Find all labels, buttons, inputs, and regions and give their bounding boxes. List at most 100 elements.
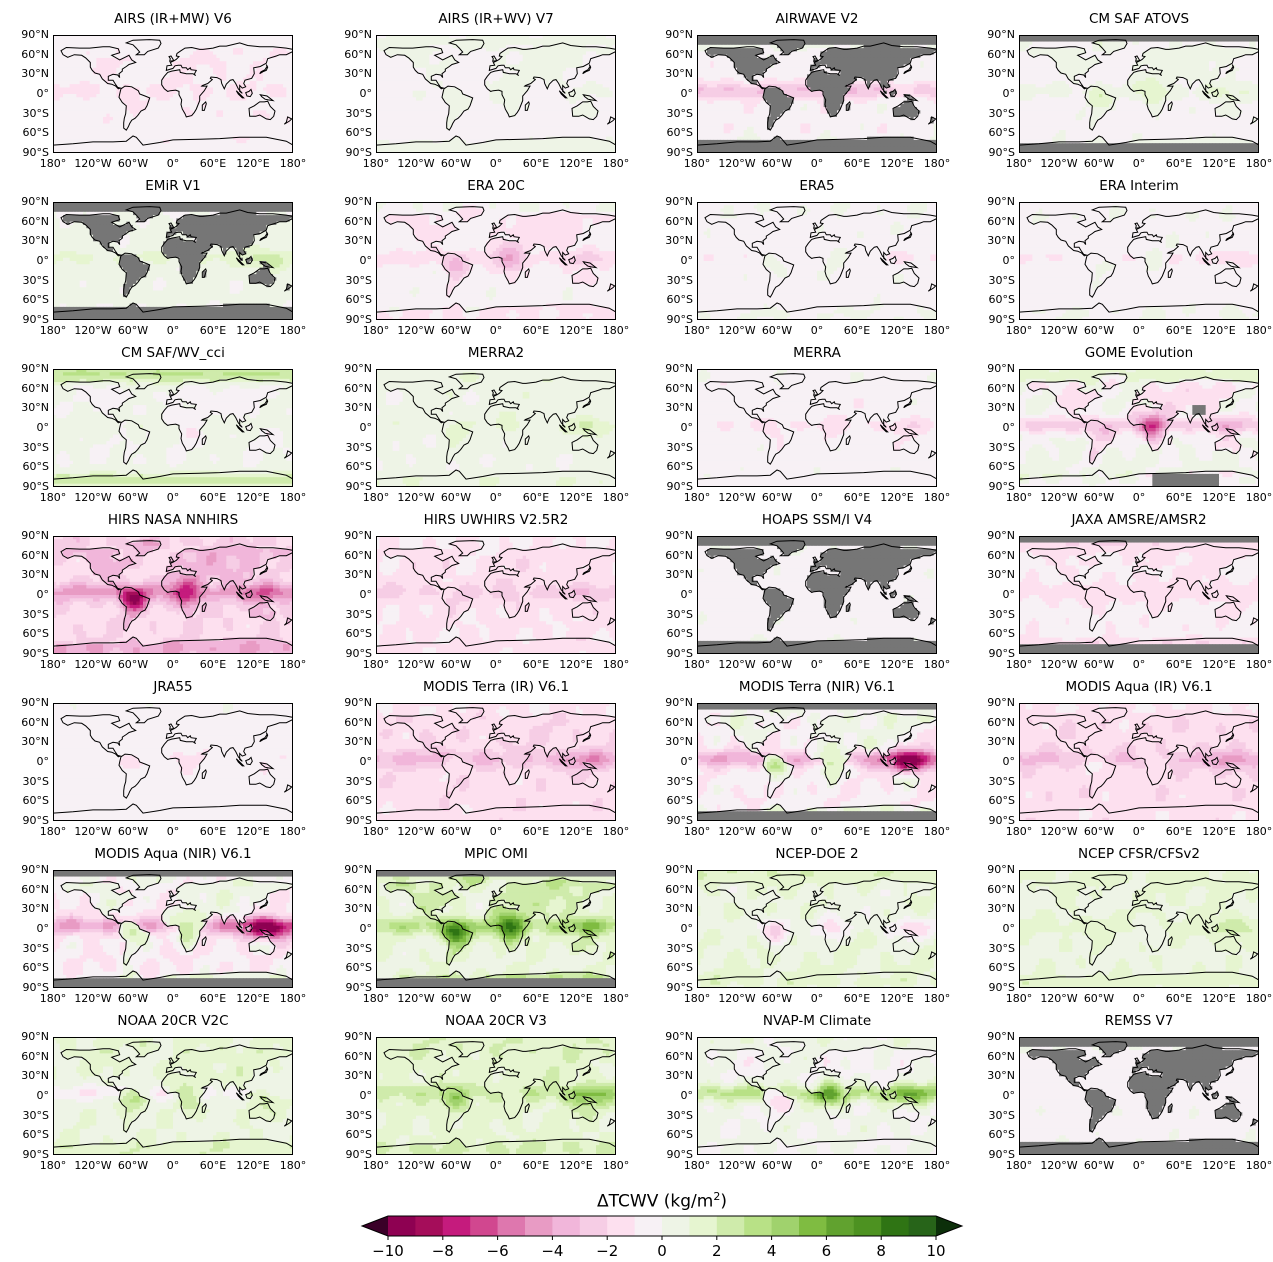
data-cell [60,130,64,134]
data-cell [416,68,420,72]
data-cell [196,68,200,72]
data-cell [223,78,227,82]
data-cell [246,48,250,52]
data-cell [116,68,120,72]
data-cell [223,45,227,49]
data-cell [443,117,447,121]
data-cell [596,68,600,72]
data-cell [393,51,397,55]
data-cell [240,110,244,114]
data-cell [539,104,543,108]
data-cell [466,137,470,141]
data-cell [246,133,250,137]
data-cell [86,91,90,95]
data-cell [96,143,100,147]
data-cell [56,42,60,46]
data-cell [536,84,540,88]
data-cell [273,117,277,121]
data-cell [379,101,383,105]
data-cell [86,107,90,111]
data-cell [183,140,187,144]
data-cell [133,146,137,150]
data-cell [70,65,74,69]
data-cell [223,61,227,65]
data-cell [403,101,407,105]
data-cell [409,74,413,78]
data-cell [120,124,124,128]
data-cell [136,81,140,85]
data-cell [383,58,387,62]
data-cell [63,124,67,128]
data-cell [200,61,204,65]
data-cell [140,120,144,124]
data-cell [130,114,134,118]
data-cell [120,74,124,78]
data-cell [433,114,437,118]
data-cell [379,71,383,75]
data-cell [409,48,413,52]
data-cell [220,143,224,147]
data-cell [569,51,573,55]
data-cell [416,107,420,111]
data-cell [479,58,483,62]
data-cell [240,65,244,69]
data-cell [63,127,67,131]
data-cell [473,133,477,137]
data-cell [439,120,443,124]
data-cell [80,74,84,78]
data-cell [283,65,287,69]
data-cell [553,140,557,144]
data-cell [496,42,500,46]
data-cell [100,130,104,134]
data-cell [70,84,74,88]
data-cell [86,65,90,69]
data-cell [403,58,407,62]
data-cell [439,42,443,46]
data-cell [103,94,107,98]
data-cell [476,107,480,111]
data-cell [379,42,383,46]
data-cell [603,48,607,52]
data-cell [216,94,220,98]
data-cell [176,127,180,131]
data-cell [556,101,560,105]
data-cell [599,68,603,72]
data-cell [283,42,287,46]
data-cell [136,55,140,59]
data-cell [506,127,510,131]
data-cell [93,137,97,141]
data-cell [146,55,150,59]
data-cell [93,117,97,121]
data-cell [150,61,154,65]
data-cell [60,107,64,111]
data-cell [513,91,517,95]
data-cell [146,117,150,121]
data-cell [579,87,583,91]
data-cell [60,87,64,91]
data-cell [66,146,70,150]
data-cell [509,133,513,137]
data-cell [86,81,90,85]
data-cell [216,58,220,62]
data-cell [593,58,597,62]
data-cell [389,58,393,62]
data-cell [403,124,407,128]
y-tick-label: 0° [3,88,49,99]
data-cell [263,130,267,134]
data-cell [150,78,154,82]
data-cell [576,117,580,121]
data-cell [579,107,583,111]
data-cell [106,143,110,147]
data-cell [223,38,227,42]
data-cell [589,38,593,42]
data-cell [103,114,107,118]
data-cell [203,120,207,124]
data-cell [489,114,493,118]
data-cell [213,84,217,88]
data-cell [499,38,503,42]
data-cell [443,51,447,55]
data-cell [606,101,610,105]
data-cell [243,133,247,137]
data-cell [113,120,117,124]
data-cell [103,74,107,78]
